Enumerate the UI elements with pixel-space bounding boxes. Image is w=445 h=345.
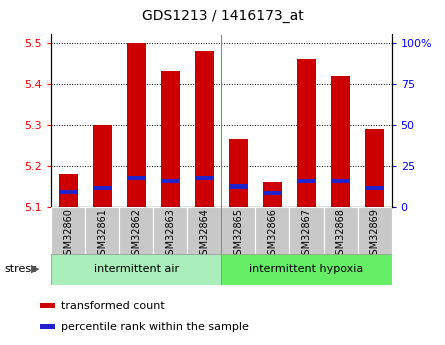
Text: GSM32864: GSM32864 xyxy=(199,208,209,261)
Bar xyxy=(229,139,248,207)
Bar xyxy=(127,176,146,180)
Text: transformed count: transformed count xyxy=(61,301,165,311)
Text: GSM32861: GSM32861 xyxy=(97,208,107,261)
Text: GSM32862: GSM32862 xyxy=(131,208,141,262)
Bar xyxy=(127,43,146,207)
Text: GSM32860: GSM32860 xyxy=(63,208,73,261)
Bar xyxy=(331,76,350,207)
Bar xyxy=(59,174,77,207)
Bar xyxy=(297,59,316,207)
Bar xyxy=(229,185,248,188)
Bar xyxy=(365,186,384,190)
Bar xyxy=(358,207,392,254)
Bar xyxy=(187,207,222,254)
Text: GDS1213 / 1416173_at: GDS1213 / 1416173_at xyxy=(142,9,303,23)
Bar xyxy=(263,183,282,207)
Bar xyxy=(195,176,214,180)
Text: GSM32863: GSM32863 xyxy=(166,208,175,261)
Bar xyxy=(40,303,55,308)
Bar xyxy=(255,207,290,254)
Bar xyxy=(297,179,316,183)
Bar xyxy=(153,207,187,254)
Bar xyxy=(263,190,282,195)
Text: GSM32866: GSM32866 xyxy=(267,208,277,261)
Bar xyxy=(331,179,350,183)
Text: GSM32869: GSM32869 xyxy=(370,208,380,261)
Text: percentile rank within the sample: percentile rank within the sample xyxy=(61,322,249,332)
Text: intermittent air: intermittent air xyxy=(94,264,179,274)
Text: GSM32867: GSM32867 xyxy=(302,208,312,262)
Bar xyxy=(40,324,55,329)
Bar xyxy=(365,129,384,207)
Text: ▶: ▶ xyxy=(31,264,40,274)
Bar xyxy=(59,190,77,194)
Bar xyxy=(93,125,112,207)
Bar xyxy=(324,207,358,254)
Bar xyxy=(51,207,85,254)
Bar xyxy=(222,207,255,254)
Text: GSM32868: GSM32868 xyxy=(336,208,345,261)
Text: intermittent hypoxia: intermittent hypoxia xyxy=(249,264,364,274)
Bar xyxy=(161,71,180,207)
Bar xyxy=(119,207,153,254)
Bar xyxy=(93,186,112,190)
Bar xyxy=(290,207,324,254)
Bar xyxy=(85,207,119,254)
Bar xyxy=(161,179,180,183)
Text: stress: stress xyxy=(4,264,37,274)
Text: GSM32865: GSM32865 xyxy=(234,208,243,262)
Bar xyxy=(51,254,222,285)
Bar xyxy=(222,254,392,285)
Bar xyxy=(195,51,214,207)
